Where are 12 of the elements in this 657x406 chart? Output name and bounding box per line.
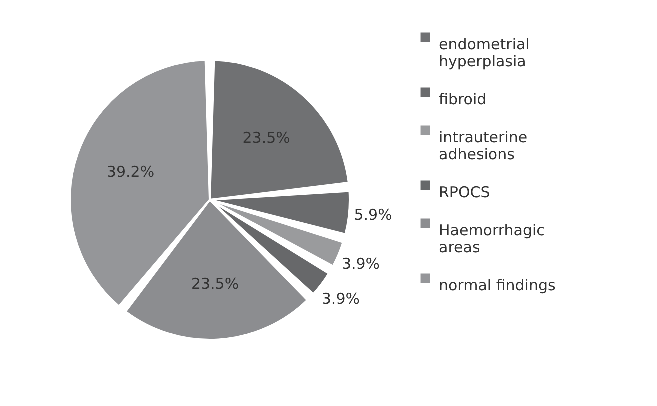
data-label: 23.5%: [242, 128, 290, 147]
data-label: 23.5%: [191, 274, 240, 293]
data-label: 39.2%: [106, 163, 155, 182]
legend-label: RPOCS: [439, 184, 490, 202]
data-label: 3.9%: [322, 290, 360, 308]
legend-label: normal findings: [439, 276, 556, 294]
legend-label: Haemorrhagic areas: [439, 222, 545, 256]
data-label: 5.9%: [354, 206, 392, 224]
legend-label: intrauterine adhesions: [439, 128, 528, 164]
legend-label: endometrial hyperplasia: [439, 36, 530, 70]
legend-label: fibroid: [439, 90, 487, 108]
data-label: 3.9%: [342, 255, 380, 274]
